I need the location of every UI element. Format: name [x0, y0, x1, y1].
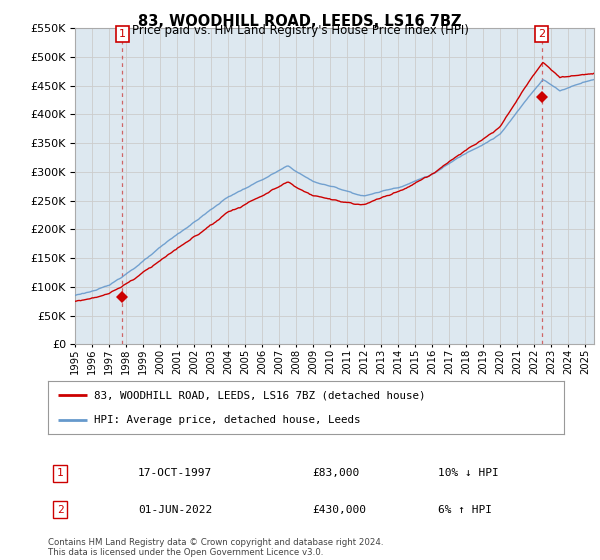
Text: £83,000: £83,000	[312, 468, 359, 478]
Text: Contains HM Land Registry data © Crown copyright and database right 2024.
This d: Contains HM Land Registry data © Crown c…	[48, 538, 383, 557]
Text: 2: 2	[538, 29, 545, 39]
Text: 2: 2	[56, 505, 64, 515]
Text: 83, WOODHILL ROAD, LEEDS, LS16 7BZ (detached house): 83, WOODHILL ROAD, LEEDS, LS16 7BZ (deta…	[94, 390, 426, 400]
Text: £430,000: £430,000	[312, 505, 366, 515]
Text: Price paid vs. HM Land Registry's House Price Index (HPI): Price paid vs. HM Land Registry's House …	[131, 24, 469, 36]
Text: 83, WOODHILL ROAD, LEEDS, LS16 7BZ: 83, WOODHILL ROAD, LEEDS, LS16 7BZ	[138, 14, 462, 29]
Text: 17-OCT-1997: 17-OCT-1997	[138, 468, 212, 478]
Text: 6% ↑ HPI: 6% ↑ HPI	[438, 505, 492, 515]
Text: 1: 1	[56, 468, 64, 478]
Text: 10% ↓ HPI: 10% ↓ HPI	[438, 468, 499, 478]
Text: HPI: Average price, detached house, Leeds: HPI: Average price, detached house, Leed…	[94, 414, 361, 424]
Text: 01-JUN-2022: 01-JUN-2022	[138, 505, 212, 515]
Text: 1: 1	[119, 29, 126, 39]
